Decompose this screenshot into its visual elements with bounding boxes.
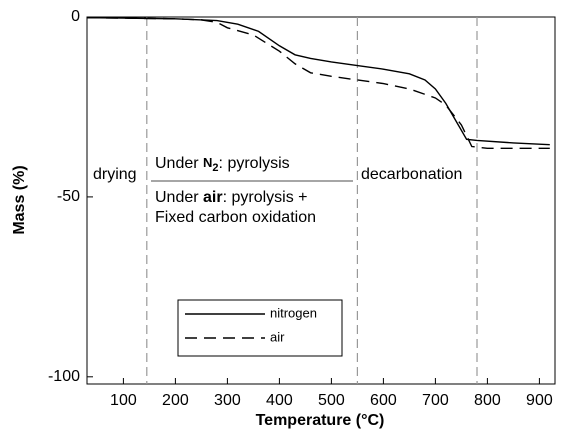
annotation: Under air: pyrolysis + (155, 189, 308, 206)
annotation-part: : pyrolysis + (223, 189, 308, 206)
y-axis-label: Mass (%) (11, 165, 28, 234)
annotation-part: 2 (212, 162, 218, 174)
x-tick-label: 800 (474, 392, 501, 409)
annotation: drying (93, 166, 137, 183)
x-tick-label: 300 (214, 392, 241, 409)
annotation-part: Under (155, 155, 203, 172)
legend-label: air (270, 329, 285, 344)
y-tick-label: -50 (57, 188, 80, 205)
x-tick-label: 100 (110, 392, 137, 409)
data-line (86, 17, 550, 150)
annotation: decarbonation (361, 166, 462, 183)
x-axis-label: Temperature (°C) (256, 412, 385, 429)
data-line (86, 17, 550, 146)
annotation: Under N2: pyrolysis (155, 155, 290, 174)
x-tick-label: 600 (370, 392, 397, 409)
x-tick-label: 400 (266, 392, 293, 409)
plot-frame (86, 16, 556, 385)
x-tick-label: 900 (526, 392, 553, 409)
x-tick-label: 700 (422, 392, 449, 409)
annotation-part: air (203, 189, 223, 206)
y-tick-label: -100 (48, 368, 80, 385)
y-tick-label: 0 (71, 8, 80, 25)
annotation-part: N (203, 155, 212, 170)
x-tick-label: 200 (162, 392, 189, 409)
annotation-part: Under (155, 189, 203, 206)
legend-box (177, 299, 343, 357)
annotation-part: : pyrolysis (219, 155, 290, 172)
annotation: Fixed carbon oxidation (155, 209, 316, 226)
legend-label: nitrogen (270, 305, 317, 320)
x-tick-label: 500 (318, 392, 345, 409)
